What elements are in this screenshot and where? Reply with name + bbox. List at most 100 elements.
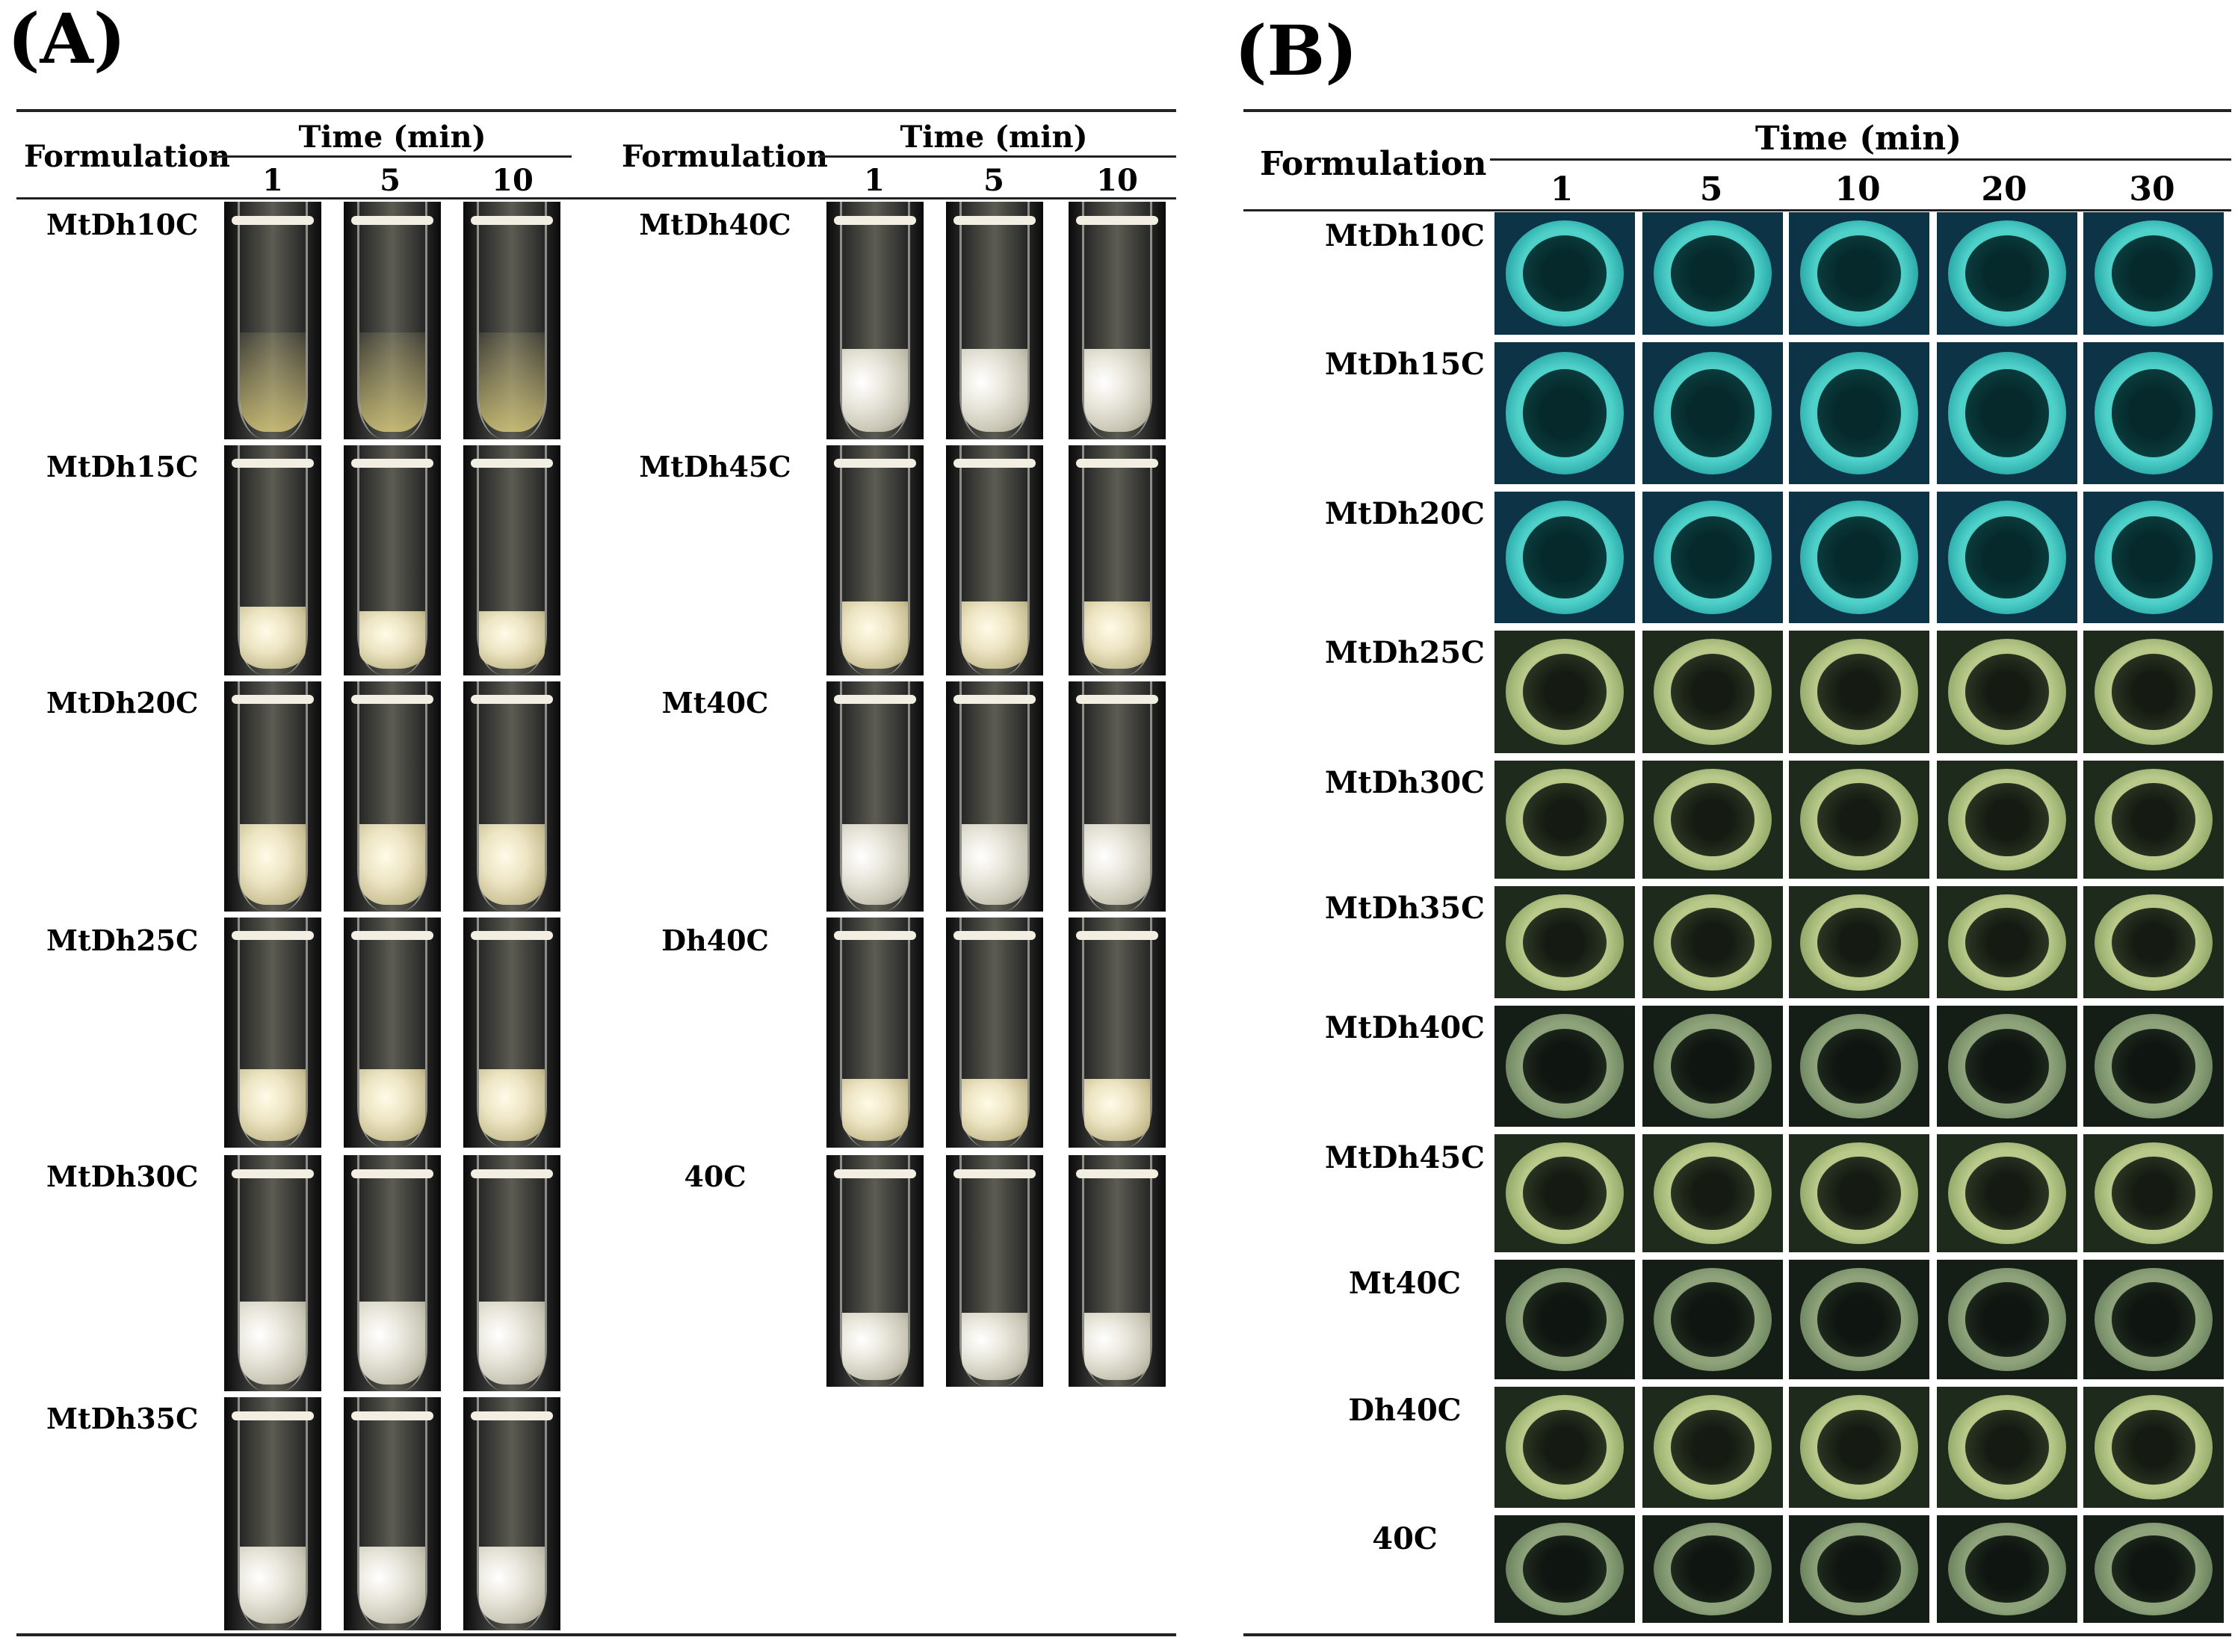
petri-dish-photo xyxy=(1642,761,1783,879)
petri-dish-photo xyxy=(1494,1134,1635,1252)
test-tube-photo xyxy=(946,1155,1043,1387)
panel-a-bottom-rule xyxy=(16,1633,1176,1636)
test-tube-photo xyxy=(946,445,1043,675)
panel-a-left-time-rule xyxy=(213,155,572,158)
petri-dish-photo xyxy=(1494,1387,1635,1508)
panel-b-row-label: Mt40C xyxy=(1348,1266,1462,1301)
panel-b-header-rule xyxy=(1243,209,2231,211)
panel-a-row-label: MtDh30C xyxy=(46,1160,199,1193)
panel-a-header-rule xyxy=(16,197,1176,199)
panel-b-time-rule xyxy=(1490,158,2231,161)
petri-dish-photo xyxy=(1789,212,1929,335)
test-tube-photo xyxy=(826,202,924,439)
test-tube-photo xyxy=(1069,918,1166,1148)
panel-b-time-5: 5 xyxy=(1699,170,1723,208)
petri-dish-photo xyxy=(2083,1006,2224,1127)
petri-dish-photo xyxy=(2083,761,2224,879)
petri-dish-photo xyxy=(1937,761,2077,879)
petri-dish-photo xyxy=(1642,212,1783,335)
test-tube-photo xyxy=(1069,681,1166,912)
petri-dish-photo xyxy=(2083,886,2224,998)
panel-a-row-label: MtDh10C xyxy=(46,208,199,241)
panel-b-row-label: Dh40C xyxy=(1348,1393,1462,1428)
petri-dish-photo xyxy=(1937,1515,2077,1623)
test-tube-photo xyxy=(463,681,560,912)
panel-a-row-label: MtDh35C xyxy=(46,1402,199,1435)
petri-dish-photo xyxy=(1789,1387,1929,1508)
petri-dish-photo xyxy=(1642,1260,1783,1379)
test-tube-photo xyxy=(946,202,1043,439)
petri-dish-photo xyxy=(1642,631,1783,753)
petri-dish-photo xyxy=(1642,1134,1783,1252)
petri-dish-photo xyxy=(2083,1134,2224,1252)
test-tube-photo xyxy=(463,445,560,675)
petri-dish-photo xyxy=(1642,1387,1783,1508)
panel-b-time-1: 1 xyxy=(1550,170,1574,208)
test-tube-photo xyxy=(463,918,560,1148)
petri-dish-photo xyxy=(2083,631,2224,753)
test-tube-photo xyxy=(344,445,441,675)
panel-a-left-time-header: Time (min) xyxy=(298,120,486,155)
petri-dish-photo xyxy=(1937,212,2077,335)
panel-a-right-formulation-header: Formulation xyxy=(622,139,828,174)
panel-a-left-time-10: 10 xyxy=(492,163,534,198)
panel-a-row-label: MtDh40C xyxy=(639,208,791,241)
test-tube-photo xyxy=(463,1155,560,1391)
panel-a-row-label: MtDh25C xyxy=(46,924,199,957)
panel-a-right-time-5: 5 xyxy=(983,163,1004,198)
test-tube-photo xyxy=(826,918,924,1148)
panel-b-time-10: 10 xyxy=(1834,170,1881,208)
panel-b-row-label: MtDh40C xyxy=(1324,1010,1486,1045)
petri-dish-photo xyxy=(1494,631,1635,753)
test-tube-photo xyxy=(463,202,560,439)
petri-dish-photo xyxy=(1789,1515,1929,1623)
panel-b-row-label: MtDh25C xyxy=(1324,635,1486,670)
petri-dish-photo xyxy=(2083,492,2224,623)
petri-dish-photo xyxy=(1789,1134,1929,1252)
petri-dish-photo xyxy=(1642,1515,1783,1623)
petri-dish-photo xyxy=(1494,761,1635,879)
panel-a-row-label: 40C xyxy=(684,1160,746,1193)
petri-dish-photo xyxy=(2083,342,2224,484)
test-tube-photo xyxy=(224,1397,321,1630)
test-tube-photo xyxy=(1069,1155,1166,1387)
petri-dish-photo xyxy=(1789,761,1929,879)
test-tube-photo xyxy=(826,681,924,912)
panel-a-row-label: MtDh20C xyxy=(46,686,199,720)
petri-dish-photo xyxy=(1642,492,1783,623)
petri-dish-photo xyxy=(1789,492,1929,623)
panel-b-time-header: Time (min) xyxy=(1755,120,1962,158)
panel-b-bottom-rule xyxy=(1243,1633,2231,1636)
test-tube-photo xyxy=(826,445,924,675)
panel-a-left-time-1: 1 xyxy=(262,163,283,198)
test-tube-photo xyxy=(224,1155,321,1391)
panel-a-row-label: Mt40C xyxy=(661,686,769,720)
panel-b-row-label: MtDh10C xyxy=(1324,218,1486,253)
panel-a-row-label: MtDh15C xyxy=(46,450,199,483)
panel-a-right-time-1: 1 xyxy=(864,163,885,198)
panel-b-row-label: MtDh15C xyxy=(1324,347,1486,382)
test-tube-photo xyxy=(224,202,321,439)
test-tube-photo xyxy=(344,1397,441,1630)
petri-dish-photo xyxy=(1789,1260,1929,1379)
panel-b-row-label: MtDh30C xyxy=(1324,765,1486,800)
test-tube-photo xyxy=(224,681,321,912)
panel-b-formulation-header: Formulation xyxy=(1260,145,1487,183)
petri-dish-photo xyxy=(1937,342,2077,484)
panel-a-top-rule xyxy=(16,109,1176,112)
panel-a-left-formulation-header: Formulation xyxy=(24,139,230,174)
petri-dish-photo xyxy=(1642,886,1783,998)
panel-a-row-label: Dh40C xyxy=(661,924,769,957)
test-tube-photo xyxy=(224,445,321,675)
petri-dish-photo xyxy=(1494,1260,1635,1379)
test-tube-photo xyxy=(463,1397,560,1630)
petri-dish-photo xyxy=(1494,492,1635,623)
test-tube-photo xyxy=(344,1155,441,1391)
panel-b-top-rule xyxy=(1243,109,2231,112)
petri-dish-photo xyxy=(1789,1006,1929,1127)
petri-dish-photo xyxy=(1494,212,1635,335)
petri-dish-photo xyxy=(1937,1387,2077,1508)
petri-dish-photo xyxy=(1937,1260,2077,1379)
panel-a-right-time-header: Time (min) xyxy=(900,120,1088,155)
petri-dish-photo xyxy=(1494,1515,1635,1623)
